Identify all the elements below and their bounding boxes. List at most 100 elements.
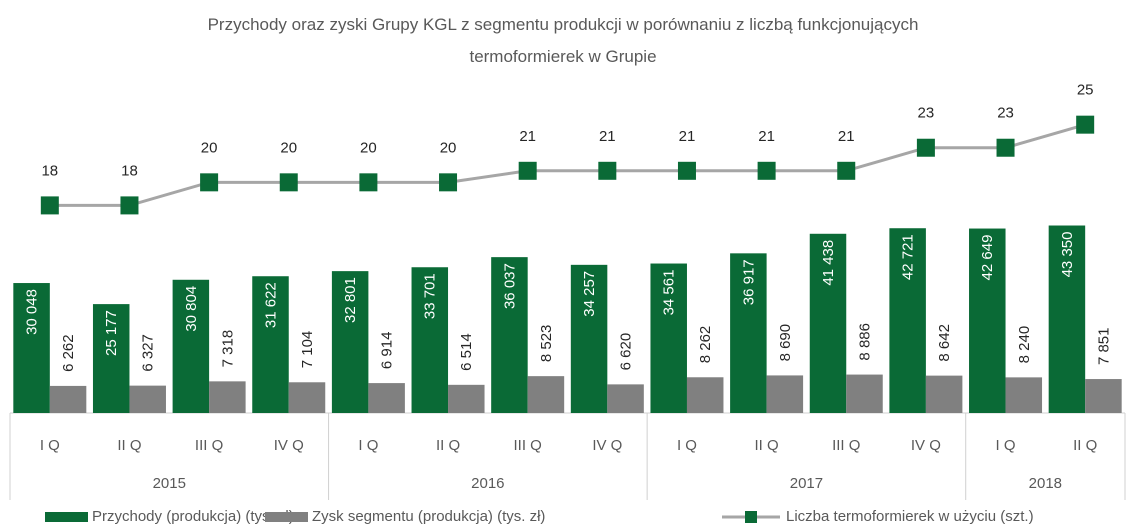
bar-value-label: 33 701 [422,273,439,319]
bar [13,283,50,413]
line-marker [518,161,537,180]
bar [1005,377,1043,413]
bar [49,385,87,413]
legend-label: Zysk segmentu (produkcja) (tys. zł) [312,508,545,525]
bar-value-label: 34 257 [581,271,598,317]
bar-value-label: 32 801 [342,277,359,323]
bar [686,377,724,413]
bar [288,382,326,413]
bar [570,264,608,413]
bar-value-label: 6 514 [458,333,475,371]
bar-value-label: 41 438 [820,240,837,286]
bar [411,267,449,413]
bar [129,385,166,413]
bar-value-label: 8 886 [856,323,873,361]
bar [368,383,405,413]
legend-swatch [265,512,308,522]
line-value-label: 20 [201,139,218,156]
line-marker [200,173,219,192]
bar-value-label: 6 327 [140,334,157,372]
bar [969,228,1006,413]
line-value-label: 20 [280,139,297,156]
bar-value-label: 34 561 [661,270,678,316]
title-line: termoformierek w Grupie [469,47,656,66]
x-tick-label: II Q [436,437,460,454]
x-tick-label: I Q [677,437,697,454]
bar [92,304,130,413]
bar [1085,379,1122,413]
line-value-label: 23 [997,105,1014,122]
bar-value-label: 6 262 [60,334,77,372]
group-label: 2017 [790,475,823,492]
bar-value-label: 36 037 [501,263,518,309]
line-marker [1076,115,1095,134]
bar-value-label: 6 914 [379,332,396,370]
group-label: 2015 [153,475,186,492]
bar-value-label: 8 690 [777,324,794,362]
x-tick-label: IV Q [592,437,622,454]
bar [925,375,963,413]
line-value-label: 23 [918,105,935,122]
x-tick-label: III Q [195,437,223,454]
line-value-label: 18 [41,162,58,179]
group-label: 2016 [471,475,504,492]
bar-value-label: 7 104 [299,331,316,369]
line-value-label: 20 [440,139,457,156]
bar-value-label: 8 240 [1016,326,1033,364]
line-value-label: 21 [599,128,616,145]
bar [448,384,485,413]
line-series [49,123,1086,207]
line-value-label: 25 [1077,82,1094,99]
bar [846,374,883,413]
line-marker [996,138,1015,157]
bar [809,233,847,413]
bar-value-label: 43 350 [1059,232,1076,278]
line-marker [837,161,856,180]
bar [331,271,369,413]
bar-value-label: 7 318 [219,330,236,368]
bar-value-label: 36 917 [740,259,757,305]
line-marker [439,173,458,192]
bar [491,257,528,413]
line-marker [120,196,139,215]
line-marker [40,196,59,215]
line-value-label: 20 [360,139,377,156]
x-tick-label: I Q [40,437,60,454]
title-line: Przychody oraz zyski Grupy KGL z segment… [208,15,919,34]
line-value-label: 21 [838,128,855,145]
bar-value-label: 30 804 [183,286,200,332]
line-marker [359,173,378,192]
x-tick-label: II Q [1073,437,1097,454]
bar [889,228,926,413]
bar-value-label: 31 622 [262,282,279,328]
x-tick-label: I Q [358,437,378,454]
x-tick-label: IV Q [274,437,304,454]
x-tick-label: IV Q [911,437,941,454]
group-label: 2018 [1029,475,1062,492]
chart-title: Przychody oraz zyski Grupy KGL z segment… [208,15,919,66]
bar-value-label: 6 620 [618,333,635,371]
bar-value-label: 7 851 [1095,327,1112,365]
legend-label: Liczba termoformierek w użyciu (szt.) [786,508,1034,525]
x-tick-label: III Q [514,437,542,454]
bar [730,253,767,413]
x-tick-label: I Q [996,437,1016,454]
line-value-label: 21 [519,128,536,145]
line-marker [757,161,776,180]
line-marker [279,173,298,192]
legend-label: Przychody (produkcja) (tys. zł) [92,508,294,525]
bar [1048,225,1086,413]
x-tick-label: II Q [755,437,779,454]
bar-value-label: 8 523 [538,325,555,363]
bar [607,384,644,413]
bar-value-label: 8 642 [936,324,953,362]
line-value-label: 21 [679,128,696,145]
line-value-label: 21 [758,128,775,145]
bar [209,381,246,413]
bar [527,376,565,413]
bar-value-label: 30 048 [24,289,41,335]
bar [172,279,210,413]
line-marker [598,161,617,180]
line-value-label: 18 [121,162,138,179]
